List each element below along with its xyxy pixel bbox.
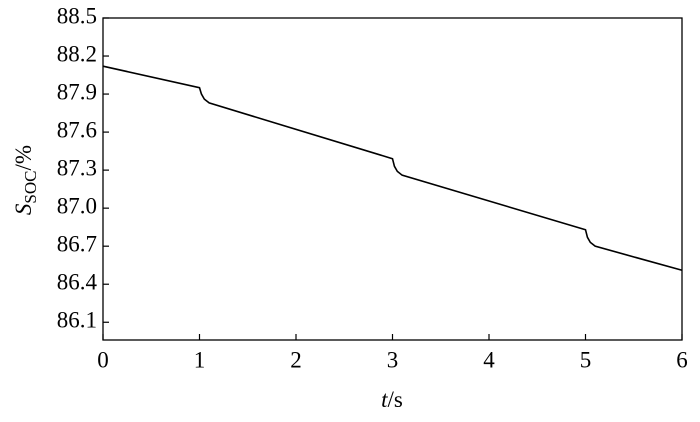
x-tick-label: 6 [676,347,688,372]
x-axis-label: t/s [381,387,403,412]
y-tick-label: 87.9 [57,79,97,104]
x-label-symbol: t [381,387,388,412]
y-label-symbol: S [11,203,36,215]
y-axis-label: SSOC/% [11,145,40,215]
y-tick-label: 86.4 [57,270,98,295]
x-tick-label: 1 [194,347,206,372]
x-tick-label: 4 [483,347,495,372]
y-tick-label: 87.3 [57,155,97,180]
y-tick-label: 87.0 [57,193,97,218]
x-tick-label: 2 [290,347,302,372]
y-tick-label: 86.1 [57,308,97,333]
y-tick-label: 86.7 [57,231,97,256]
y-tick-label: 88.5 [57,3,97,28]
plot-frame [102,17,683,341]
x-label-unit: /s [388,387,403,412]
y-label-unit: /% [11,145,36,171]
y-tick-label: 87.6 [57,117,97,142]
x-tick-label: 5 [580,347,592,372]
x-tick-label: 0 [97,347,109,372]
line-series [102,65,683,272]
y-label-subscript: SOC [21,170,40,203]
y-tick-label: 88.2 [57,41,97,66]
x-tick-label: 3 [387,347,399,372]
